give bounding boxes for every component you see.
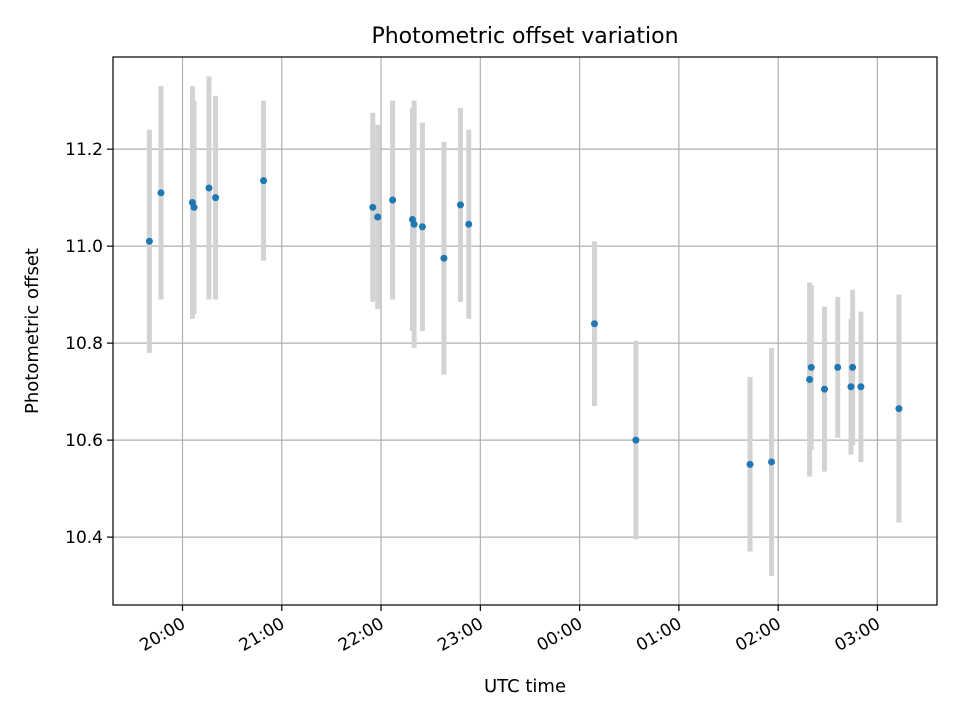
x-tick-label: 02:00	[732, 614, 784, 656]
y-tick-label: 11.2	[65, 140, 103, 160]
y-tick-label: 10.8	[65, 334, 103, 354]
data-point	[820, 385, 828, 393]
data-point	[834, 363, 842, 371]
data-point	[260, 177, 268, 185]
x-axis-label: UTC time	[484, 676, 566, 697]
data-point	[369, 203, 377, 211]
data-point	[849, 363, 857, 371]
data-point	[205, 184, 213, 192]
grid	[113, 57, 937, 605]
x-tick-label: 20:00	[137, 614, 189, 656]
data-point	[212, 194, 220, 202]
data-point	[806, 375, 814, 383]
data-point	[456, 201, 464, 209]
y-tick-label: 10.4	[65, 528, 103, 548]
plot-frame	[112, 56, 938, 606]
data-points	[145, 177, 903, 468]
x-tick-label: 22:00	[335, 614, 387, 656]
y-axis-label: Photometric offset	[22, 248, 43, 414]
data-point	[157, 189, 165, 197]
x-tick-label: 21:00	[236, 614, 288, 656]
y-axis: 10.4 10.6 10.8 11.0 11.2	[65, 140, 113, 548]
data-point	[374, 213, 382, 221]
data-point	[410, 220, 418, 228]
data-point	[807, 363, 815, 371]
data-point	[440, 254, 448, 262]
x-tick-label: 03:00	[831, 614, 883, 656]
data-point	[190, 203, 198, 211]
data-point	[465, 220, 473, 228]
data-point	[746, 460, 754, 468]
chart-title: Photometric offset variation	[371, 24, 678, 49]
x-tick-label: 01:00	[633, 614, 685, 656]
data-point	[632, 436, 640, 444]
y-tick-label: 10.6	[65, 431, 103, 451]
data-point	[857, 383, 865, 391]
y-tick-label: 11.0	[65, 237, 103, 257]
data-point	[768, 458, 776, 466]
x-axis: 20:00 21:00 22:00 23:00 00:00 01:00 02:00 03:00	[137, 605, 884, 656]
data-point	[389, 196, 397, 204]
x-tick-label: 23:00	[434, 614, 486, 656]
data-point	[590, 320, 598, 328]
data-point	[895, 405, 903, 413]
x-tick-label: 00:00	[534, 614, 586, 656]
errorbars	[146, 76, 902, 576]
data-point	[847, 383, 855, 391]
data-point	[145, 237, 153, 245]
data-point	[418, 223, 426, 231]
